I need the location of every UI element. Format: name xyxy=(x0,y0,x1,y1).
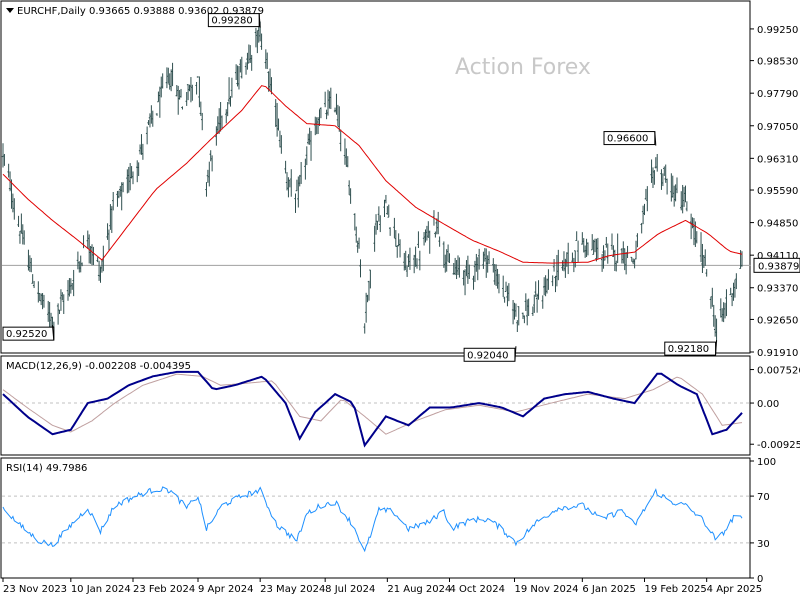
x-tick-label: 19 Feb 2025 xyxy=(645,584,707,595)
price-ytick-label: 0.93370 xyxy=(757,284,798,295)
x-tick-label: 23 Feb 2024 xyxy=(133,584,195,595)
x-tick-label: 4 Oct 2024 xyxy=(450,584,505,595)
watermark: Action Forex xyxy=(455,55,591,80)
price-annotation-leader xyxy=(258,13,261,28)
macd-ytick-label: 0.00 xyxy=(757,399,779,410)
x-tick-label: 19 Nov 2024 xyxy=(515,584,579,595)
price-annotation-leader xyxy=(715,340,718,356)
x-tick-label: 4 Apr 2025 xyxy=(707,584,762,595)
macd-signal-line xyxy=(2,373,743,435)
price-ytick-label: 0.94850 xyxy=(757,219,798,230)
price-panel-frame xyxy=(0,0,751,354)
price-annotation-leader xyxy=(514,346,517,362)
price-ytick-label: 0.94110 xyxy=(757,251,798,262)
macd-panel-frame xyxy=(0,355,751,456)
price-annotation-box xyxy=(2,326,55,341)
x-tick-label: 21 Aug 2024 xyxy=(387,584,451,595)
rsi-ytick-label: 0 xyxy=(757,574,763,585)
last-price-badge xyxy=(753,257,800,273)
price-ytick-label: 0.97790 xyxy=(757,89,798,100)
price-ytick-label: 0.92650 xyxy=(757,315,798,326)
moving-average-line xyxy=(2,85,743,264)
macd-ytick-label: -0.009252 xyxy=(757,440,800,451)
price-ytick-label: 0.99250 xyxy=(757,25,798,36)
price-ytick-label: 0.97050 xyxy=(757,122,798,133)
price-annotation-leader xyxy=(51,325,55,341)
x-tick-label: 6 Jan 2025 xyxy=(582,584,636,595)
x-tick-label: 8 Jul 2024 xyxy=(325,584,375,595)
price-ytick-label: 0.96310 xyxy=(757,154,798,165)
macd-title: MACD(12,26,9) -0.002208 -0.004395 xyxy=(6,361,191,372)
price-annotation-leader xyxy=(654,131,657,146)
x-tick-label: 23 Nov 2023 xyxy=(3,584,67,595)
x-tick-label: 9 Apr 2024 xyxy=(198,584,253,595)
price-annotation-label: 0.92520 xyxy=(6,329,47,340)
rsi-ytick-label: 100 xyxy=(757,457,776,468)
macd-line xyxy=(2,370,743,448)
rsi-ytick-label: 30 xyxy=(757,539,770,550)
price-ytick-label: 0.95590 xyxy=(757,186,798,197)
price-ytick-label: 0.98530 xyxy=(757,57,798,68)
rsi-ytick-label: 70 xyxy=(757,492,770,503)
price-annotation-label: 0.99280 xyxy=(211,16,252,27)
price-annotation-label: 0.92040 xyxy=(467,350,508,361)
rsi-title: RSI(14) 49.7986 xyxy=(6,463,87,474)
macd-ytick-label: 0.007526 xyxy=(757,366,800,377)
x-tick-label: 10 Jan 2024 xyxy=(71,584,131,595)
triangle-down-icon[interactable] xyxy=(6,8,14,13)
rsi-panel-frame xyxy=(0,457,751,579)
price-ytick-label: 0.91910 xyxy=(757,348,798,359)
ohlc-values: 0.93665 0.93888 0.93602 0.93879 xyxy=(89,6,264,17)
price-title: EURCHF,Daily xyxy=(17,6,86,17)
price-annotation-label: 0.96600 xyxy=(607,134,648,145)
last-price-label: 0.93879 xyxy=(758,261,799,272)
x-tick-label: 23 May 2024 xyxy=(260,584,325,595)
price-annotation-label: 0.92180 xyxy=(668,344,709,355)
rsi-line xyxy=(2,486,743,553)
